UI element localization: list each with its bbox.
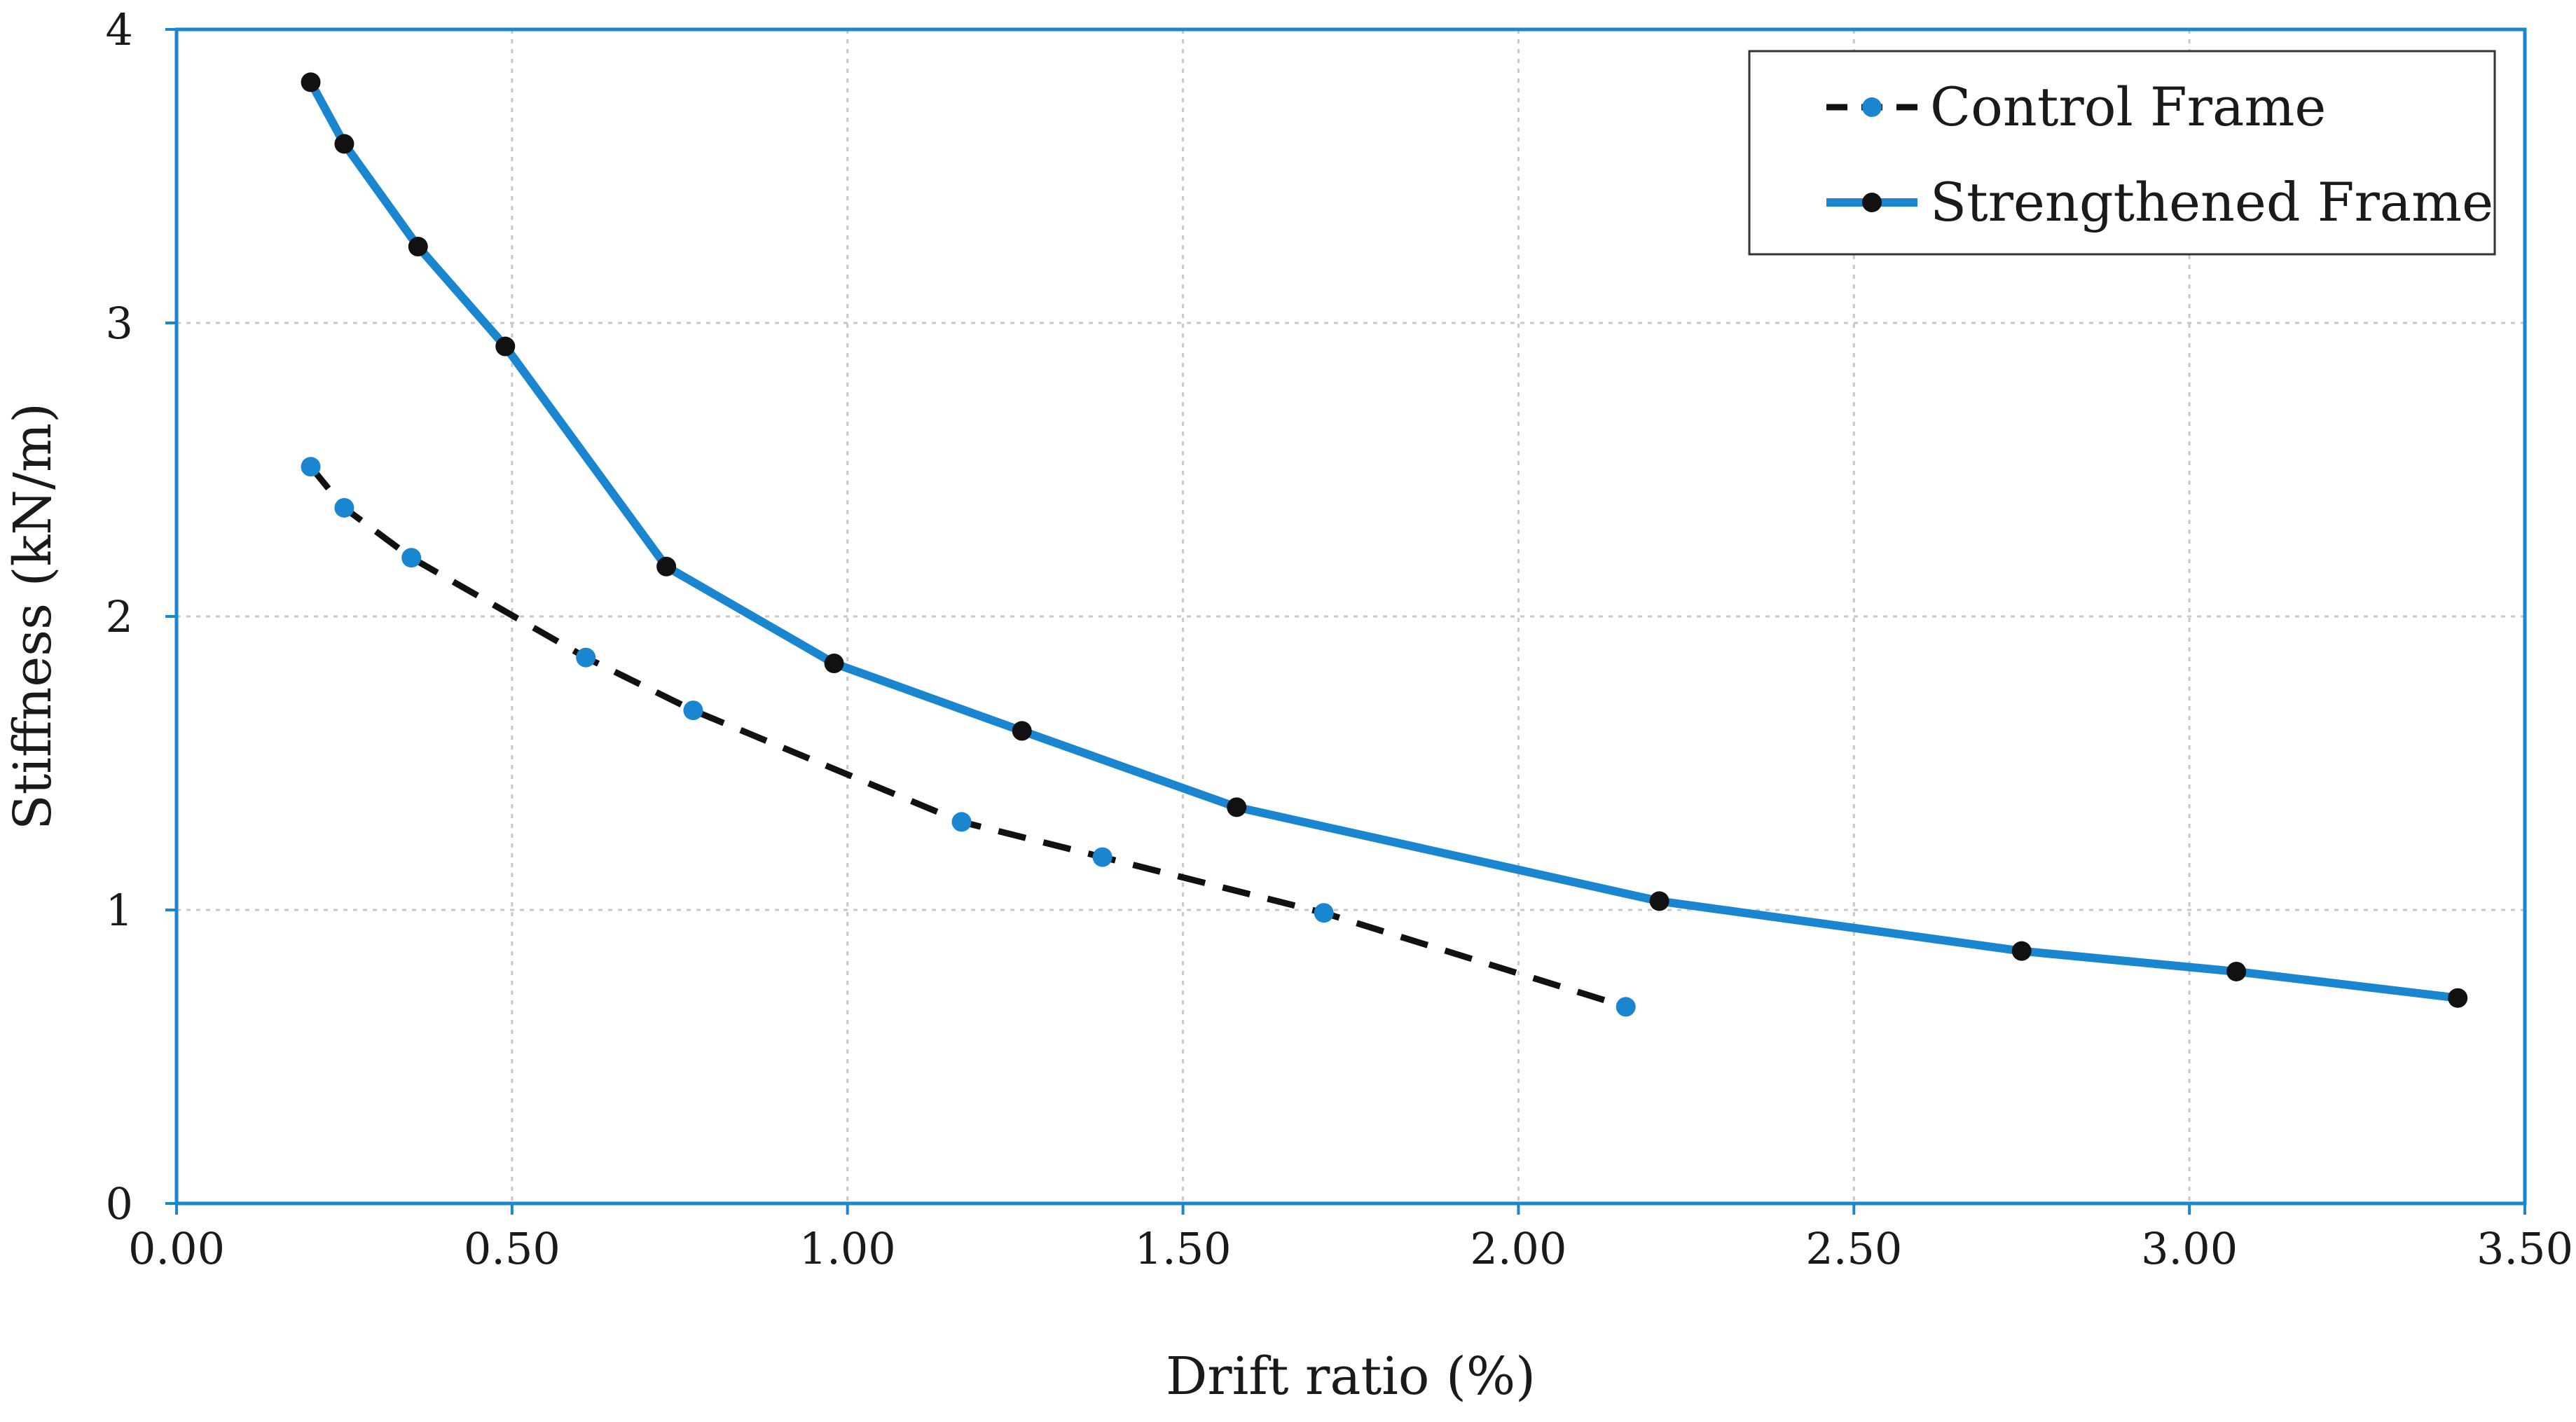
data-point [2448, 988, 2468, 1008]
data-point [656, 556, 677, 577]
data-point [576, 647, 596, 668]
data-point [2011, 941, 2032, 961]
x-tick-label: 2.50 [1805, 1223, 1902, 1274]
legend-label: Strengthened Frame [1930, 171, 2493, 233]
series-control-frame [301, 457, 1636, 1017]
x-tick-label: 1.00 [799, 1223, 896, 1274]
data-point [951, 812, 972, 832]
data-point [1012, 721, 1032, 741]
y-tick-label: 4 [106, 4, 133, 55]
y-tick-label: 1 [106, 885, 133, 936]
y-tick-label: 0 [106, 1178, 133, 1229]
x-tick-label: 0.00 [128, 1223, 225, 1274]
legend-box [1748, 50, 2496, 256]
x-tick-label: 0.50 [464, 1223, 560, 1274]
legend-swatch-marker [1862, 193, 1882, 212]
x-axis-title: Drift ratio (%) [1166, 1346, 1536, 1407]
data-point [334, 497, 354, 518]
data-point [301, 72, 321, 92]
data-point [401, 548, 422, 568]
x-tick-label: 3.50 [2477, 1223, 2573, 1274]
legend-item: Strengthened Frame [1826, 171, 2493, 233]
tick-labels: 0.00 0.50 1.00 1.50 2.00 2.50 3.00 3.50 0 1 2 3 4 [106, 4, 2573, 1274]
series-line [306, 78, 2463, 1002]
data-point [1092, 847, 1113, 867]
series-strengthened-frame [301, 72, 2468, 1008]
data-point [408, 237, 428, 257]
legend-swatch-marker [1862, 97, 1882, 117]
y-tick-label: 2 [106, 591, 133, 642]
legend: Control Frame Strengthened Frame [1748, 50, 2496, 256]
legend-item: Control Frame [1826, 76, 2326, 138]
data-point [1314, 903, 1334, 923]
data-point [301, 457, 321, 477]
data-point [1227, 797, 1247, 817]
x-tick-label: 2.00 [1470, 1223, 1566, 1274]
x-tick-label: 1.50 [1135, 1223, 1232, 1274]
x-tick-label: 3.00 [2141, 1223, 2238, 1274]
data-point [495, 336, 516, 357]
y-axis-title: Stiffness (kN/m) [3, 403, 63, 830]
y-tick-label: 3 [106, 298, 133, 349]
legend-label: Control Frame [1930, 76, 2326, 138]
data-point [1616, 997, 1636, 1017]
series-layer [301, 72, 2468, 1017]
data-point [683, 700, 703, 721]
data-point [334, 134, 354, 154]
data-point [2226, 961, 2247, 981]
data-point [1649, 891, 1669, 911]
data-point [824, 654, 844, 674]
